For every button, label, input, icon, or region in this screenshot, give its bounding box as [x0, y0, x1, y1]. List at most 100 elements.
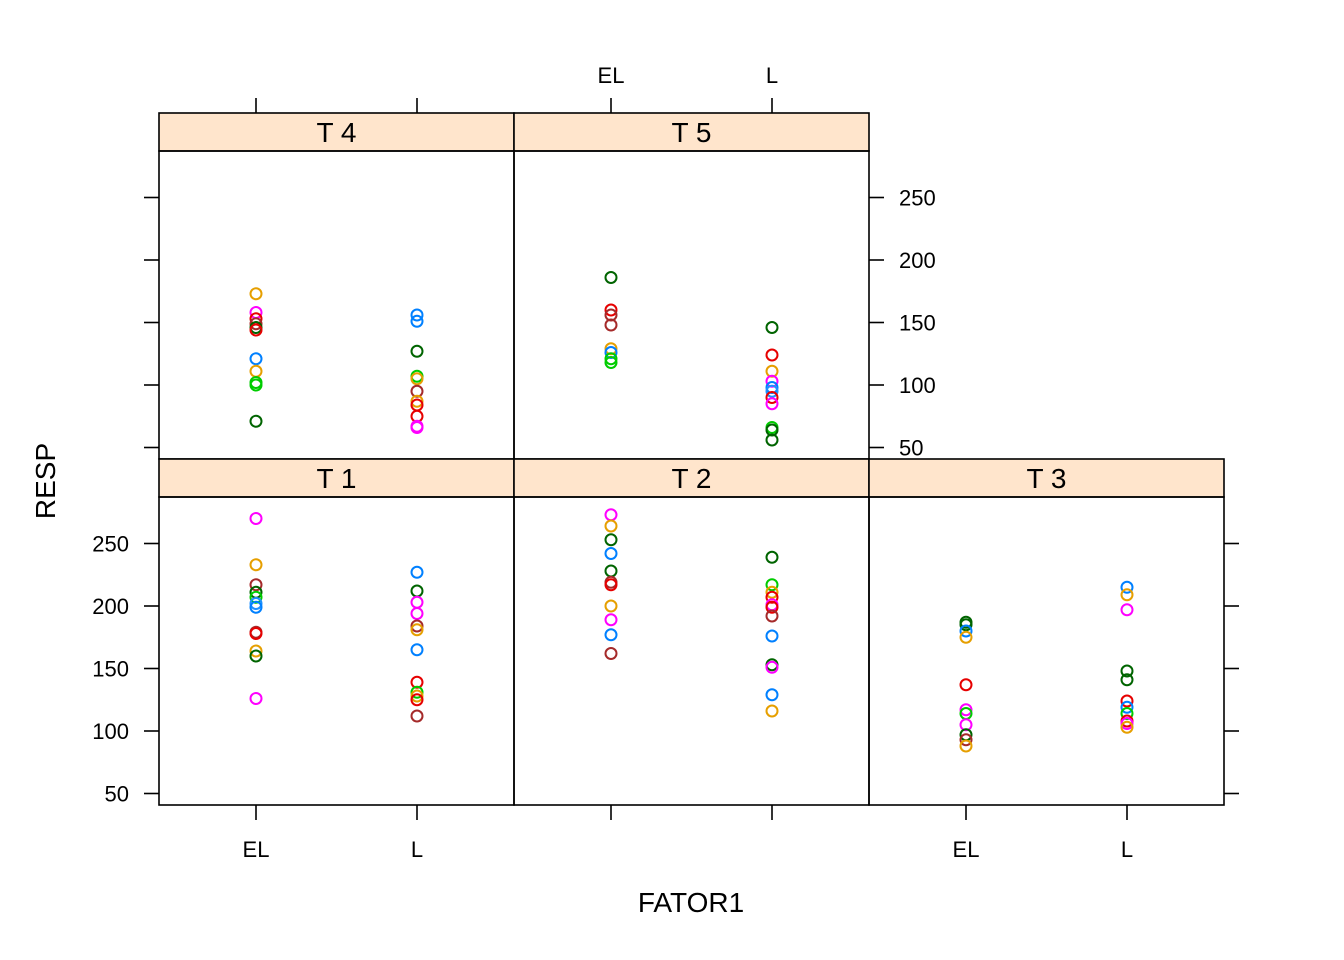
- data-point-t1-15: [410, 607, 424, 620]
- data-point-t2-12: [765, 578, 779, 592]
- y-tick-label-bottom-left-150: 150: [92, 657, 129, 682]
- data-point-t4-15: [410, 372, 424, 386]
- data-point-t1-6: [249, 600, 263, 614]
- strip-label-t4: T 4: [317, 117, 357, 148]
- data-point-t1-8: [249, 627, 263, 640]
- y-tick-label-bottom-left-200: 200: [92, 594, 129, 619]
- y-tick-label-top-right-250: 250: [899, 186, 936, 211]
- data-point-t1-22: [410, 693, 424, 707]
- y-tick-label-top-right-100: 100: [899, 373, 936, 398]
- plot-area-t5: [513, 150, 870, 460]
- plot-area-t2: [513, 496, 870, 806]
- strip-t2: [513, 458, 870, 498]
- data-point-t1-14: [410, 595, 424, 609]
- data-point-t3-11: [1120, 580, 1134, 594]
- x-tick-label-bottom-2-0: EL: [953, 837, 980, 862]
- data-point-t1-16: [410, 619, 424, 633]
- data-point-t5-14: [765, 391, 779, 404]
- x-tick-label-top-1-1: L: [766, 63, 778, 88]
- data-point-t1-20: [410, 685, 424, 699]
- data-point-t3-15: [1120, 673, 1134, 687]
- data-point-t1-10: [249, 649, 263, 663]
- panels-layer: T 4 T 5 T 1 T 2 T 3: [158, 112, 1225, 806]
- strip-label-t2: T 2: [672, 463, 712, 494]
- panel-t5: T 5: [513, 112, 870, 460]
- strip-label-t3: T 3: [1027, 463, 1067, 494]
- strip-t5: [513, 112, 870, 152]
- data-point-t1-9: [249, 644, 263, 658]
- data-point-t1-13: [410, 584, 424, 598]
- data-point-t5-1: [604, 303, 618, 317]
- panel-t3: T 3: [868, 458, 1225, 806]
- data-point-t2-21: [765, 688, 779, 702]
- plot-area-t1: [158, 496, 515, 806]
- data-point-t2-17: [765, 609, 779, 623]
- x-tick-label-top-1-0: EL: [598, 63, 625, 88]
- data-point-t2-1: [604, 519, 618, 533]
- data-point-t1-1: [249, 558, 263, 572]
- y-axis-title: RESP: [30, 443, 61, 519]
- data-point-t2-9: [604, 628, 618, 642]
- data-point-t3-1: [959, 618, 973, 632]
- data-point-t3-10: [959, 739, 973, 753]
- data-point-t4-17: [410, 394, 424, 408]
- data-point-t3-4: [959, 678, 973, 692]
- data-point-t4-9: [249, 378, 263, 392]
- data-point-t2-13: [765, 585, 779, 599]
- data-point-t1-2: [249, 578, 263, 592]
- data-point-t2-16: [765, 600, 779, 614]
- data-point-t4-6: [249, 352, 263, 366]
- data-point-t4-3: [249, 317, 263, 331]
- data-point-t5-9: [765, 348, 779, 362]
- data-point-t5-15: [765, 397, 779, 411]
- y-tick-label-top-right-200: 200: [899, 248, 936, 273]
- y-tick-label-top-right-150: 150: [899, 311, 936, 336]
- strip-t4: [158, 112, 515, 152]
- data-point-t1-17: [410, 623, 424, 637]
- data-point-t5-18: [765, 433, 779, 447]
- strip-t3: [868, 458, 1225, 498]
- data-point-t1-12: [410, 565, 424, 579]
- data-point-t4-7: [249, 364, 263, 378]
- data-point-t3-16: [1120, 694, 1134, 708]
- x-tick-label-bottom-2-1: L: [1121, 837, 1133, 862]
- data-point-t2-10: [604, 647, 618, 660]
- data-point-t3-14: [1120, 664, 1134, 678]
- data-point-t1-5: [249, 597, 263, 610]
- data-point-t5-6: [604, 352, 618, 366]
- axes-layer: EL L EL L EL L 50 50 100 100 150 150 200 200 250 250: [92, 63, 1239, 862]
- data-point-t4-12: [410, 314, 424, 328]
- data-point-t4-11: [410, 308, 424, 322]
- data-point-t2-2: [604, 533, 618, 547]
- data-point-t2-11: [765, 550, 779, 564]
- data-point-t2-8: [604, 613, 618, 627]
- data-point-t1-21: [410, 689, 424, 703]
- y-tick-label-bottom-left-250: 250: [92, 532, 129, 557]
- data-point-t5-7: [604, 356, 618, 369]
- data-point-t3-3: [959, 630, 973, 644]
- data-point-t3-21: [1120, 720, 1134, 734]
- plot-area-t3: [868, 496, 1225, 806]
- data-point-t1-11: [249, 692, 263, 705]
- data-point-t2-20: [765, 660, 779, 674]
- plot-area-t4: [158, 150, 515, 460]
- panel-t1: T 1: [158, 458, 515, 806]
- data-point-t2-22: [765, 704, 779, 718]
- y-tick-label-bottom-left-50: 50: [105, 782, 129, 807]
- data-point-t4-0: [249, 287, 263, 301]
- strip-label-t1: T 1: [317, 463, 357, 494]
- data-point-t4-10: [249, 414, 263, 428]
- data-point-t3-2: [959, 624, 973, 638]
- data-point-t2-6: [604, 578, 618, 592]
- data-point-t5-0: [604, 271, 618, 284]
- data-point-t2-0: [604, 508, 618, 522]
- data-point-t5-3: [604, 318, 618, 332]
- panel-t4: T 4: [158, 112, 515, 460]
- x-tick-label-bottom-0-0: EL: [243, 837, 270, 862]
- data-point-t3-5: [959, 703, 973, 717]
- y-tick-label-top-right-50: 50: [899, 436, 923, 461]
- data-point-t3-13: [1120, 603, 1134, 617]
- data-point-t1-0: [249, 512, 263, 525]
- data-point-t3-12: [1120, 588, 1134, 602]
